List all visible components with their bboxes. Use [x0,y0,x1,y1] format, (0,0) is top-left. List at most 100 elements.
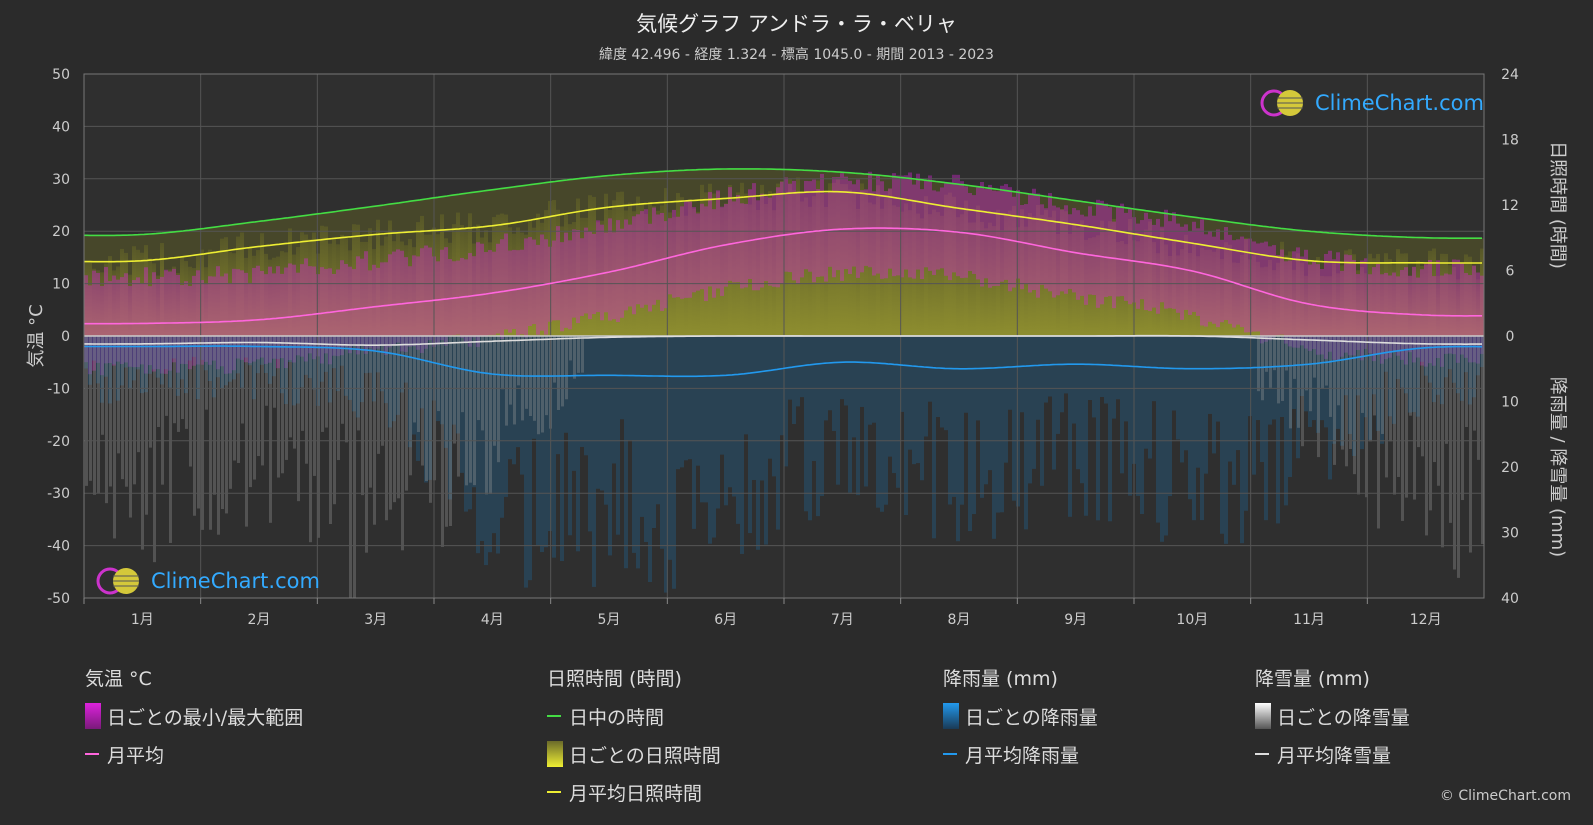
y2-tick-label: 18 [1501,133,1519,149]
temp-range-bar [800,192,804,278]
sunshine-bar [444,238,448,336]
temp-range-bar [288,336,292,361]
temp-range-bar [444,336,448,346]
rain-bar [1448,336,1452,370]
rain-bar [952,336,956,497]
rain-bar [656,336,660,505]
sunshine-bar [188,266,192,336]
snow-bar [129,336,132,518]
sunshine-bar [1204,249,1208,336]
temp-range-bar [952,174,956,273]
temp-range-bar [868,171,872,268]
temp-range-bar [932,190,936,275]
temp-range-bar [1368,336,1372,354]
rain-bar [348,336,352,400]
rain-bar [1060,336,1064,413]
sunshine-bar [412,247,416,336]
temp-range-bar [728,187,732,281]
rain-bar [1040,336,1044,486]
rain-bar [1052,336,1056,470]
snow-bar [337,336,340,461]
rain-bar [304,336,308,375]
temp-range-bar [608,218,612,321]
sunshine-bar [280,251,284,336]
sunshine-bar [260,233,264,336]
temp-range-bar [1404,267,1408,336]
temp-range-bar [464,259,468,336]
rain-bar [376,336,380,373]
rain-bar [936,336,940,418]
rain-bar [596,336,600,489]
temp-range-bar [516,250,520,336]
temp-range-bar [396,336,400,343]
temp-range-bar [304,336,308,362]
snow-bar [389,336,392,510]
temp-range-bar [568,240,572,330]
snow-bar [353,336,356,598]
sunshine-bar [1048,217,1052,336]
snow-bar [1293,336,1296,379]
rain-bar [500,336,504,518]
snow-bar [221,336,224,510]
rain-bar [1112,336,1116,419]
rain-bar [312,336,316,390]
temp-range-bar [1084,216,1088,305]
rain-bar [1272,336,1276,420]
rain-bar [1184,336,1188,451]
rain-bar [300,336,304,388]
snow-bar [1269,336,1272,388]
sunshine-bar [676,192,680,336]
temp-range-bar [100,285,104,336]
rain-bar [920,336,924,481]
rain-bar [516,336,520,448]
temp-range-bar [872,191,876,276]
temp-range-bar [1372,336,1376,362]
snow-bar [577,336,580,373]
temp-range-bar [204,284,208,336]
rain-bar [96,336,100,384]
temp-range-bar [240,336,244,360]
temp-range-bar [1388,275,1392,336]
snow-bar [281,336,284,474]
snow-bar [1453,336,1456,570]
sunshine-bar [1120,240,1124,336]
snow-bar [1341,336,1344,450]
temp-range-bar [296,272,300,336]
rain-bar [532,336,536,439]
sunshine-swatch [547,741,563,767]
rain-bar [424,336,428,483]
temp-range-bar [212,276,216,336]
sunshine-bar [660,205,664,336]
sunshine-bar [1284,255,1288,336]
sunshine-bar [1448,265,1452,336]
rain-bar [1320,336,1324,421]
temp-range-bar [412,336,416,347]
temp-range-bar [1416,277,1420,336]
temp-range-bar [1152,224,1156,308]
temp-range-bar [560,242,564,332]
sunshine-bar [204,267,208,336]
legend-temp-title: 気温 °C [85,668,152,690]
temp-range-bar [1444,273,1448,336]
temp-range-bar [352,336,356,346]
temp-range-bar [1208,231,1212,322]
rain-bar [1264,336,1268,521]
temp-range-bar [172,336,176,363]
y3-tick-label: 10 [1501,395,1519,411]
temp-range-bar [576,229,580,324]
sunshine-bar [1168,255,1172,336]
snow-bar [109,336,112,487]
temp-range-bar [148,336,152,366]
temp-range-bar [1200,219,1204,326]
temp-range-bar [1020,204,1024,290]
sunshine-bar [1328,276,1332,336]
sunshine-bar [1056,234,1060,336]
rain-bar [1280,336,1284,418]
sunshine-avg-swatch [547,791,561,793]
temp-range-bar [928,175,932,271]
sunshine-bar [764,203,768,336]
rain-bar [1396,336,1400,380]
snow-bar [293,336,296,449]
temp-range-bar [252,336,256,362]
temp-range-bar [556,226,560,321]
